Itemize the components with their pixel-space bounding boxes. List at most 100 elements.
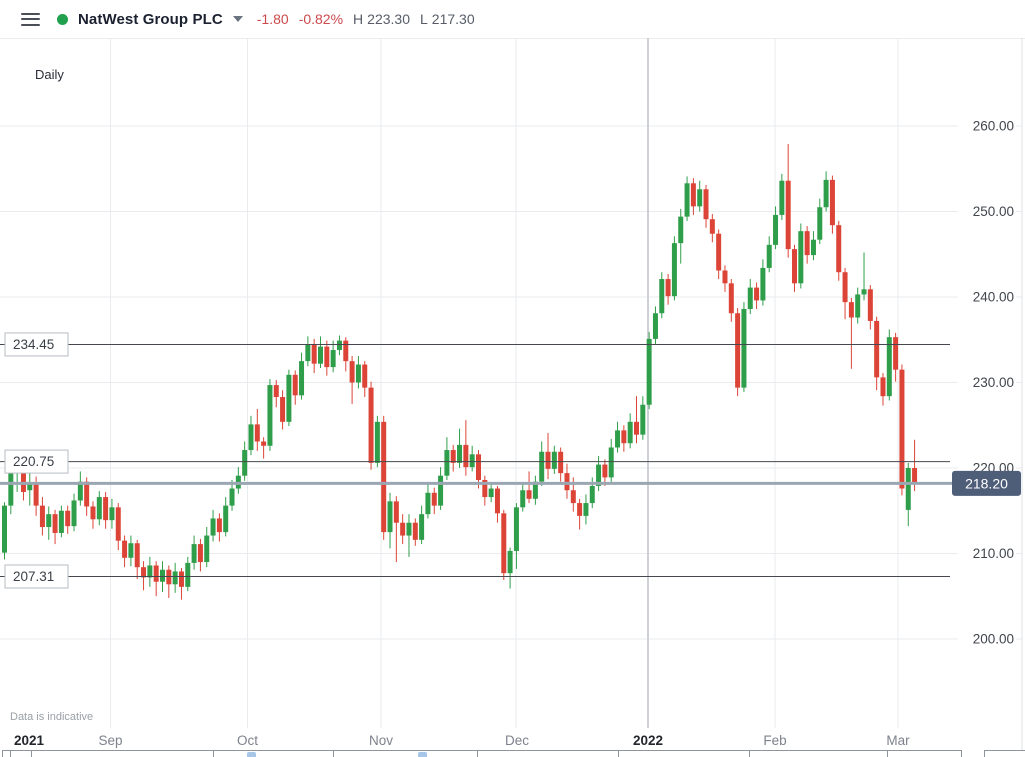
x-axis-label: Dec — [505, 733, 529, 748]
candle — [823, 179, 829, 208]
navigator-divider — [31, 750, 32, 757]
y-label-bg — [958, 288, 1016, 306]
candle — [709, 219, 715, 234]
candle — [760, 267, 766, 301]
candle — [412, 522, 418, 540]
candle — [836, 225, 842, 273]
candle — [185, 562, 191, 587]
candle — [58, 510, 64, 533]
candle — [690, 183, 696, 207]
price-change: -1.80 — [256, 11, 289, 27]
candle — [311, 344, 317, 364]
navigator-end-box[interactable] — [984, 750, 1025, 757]
candle — [273, 385, 279, 398]
candle — [728, 283, 734, 314]
candle — [779, 180, 785, 215]
chart-area: 234.45 220.75 207.31 260.00 250.00 240.00 230.… — [0, 38, 1025, 757]
candle — [46, 514, 52, 527]
candle — [450, 450, 456, 463]
x-axis-label: Feb — [763, 733, 786, 748]
candle — [400, 522, 406, 536]
candle — [71, 500, 77, 527]
candle — [216, 518, 222, 533]
candle — [564, 473, 570, 491]
candle — [431, 492, 437, 506]
candle — [798, 231, 804, 284]
candle — [905, 468, 911, 510]
candle — [627, 421, 633, 444]
y-axis-label: 250.00 — [973, 204, 1014, 219]
candle — [659, 279, 665, 314]
y-axis-label: 200.00 — [973, 632, 1014, 647]
candle — [735, 313, 741, 388]
x-axis-label: 2022 — [633, 733, 663, 748]
candle — [343, 340, 349, 362]
candle — [261, 441, 267, 446]
candle — [419, 514, 425, 540]
candle — [77, 481, 83, 501]
y-axis-label: 210.00 — [973, 546, 1014, 561]
menu-icon[interactable] — [21, 12, 40, 26]
candle — [602, 464, 608, 478]
candle — [539, 451, 545, 482]
candle — [305, 344, 311, 362]
candle — [671, 243, 677, 297]
price-level-handle[interactable] — [4, 449, 69, 474]
price-level-handle[interactable] — [4, 332, 69, 357]
candle — [722, 270, 728, 284]
navigator-divider — [618, 750, 619, 757]
current-price-label: 218.20 — [965, 475, 1008, 491]
candle — [229, 488, 235, 506]
candle — [463, 444, 469, 468]
candle — [393, 501, 399, 523]
y-label-bg — [958, 117, 1016, 135]
candle — [115, 507, 121, 541]
navigator-bar[interactable] — [2, 750, 962, 757]
candle — [457, 444, 463, 463]
candle — [754, 287, 760, 301]
instrument-title[interactable]: NatWest Group PLC — [78, 10, 223, 28]
x-axis-label: 2021 — [14, 733, 45, 748]
candle — [697, 189, 703, 207]
candle — [374, 421, 380, 463]
navigator-divider — [10, 750, 11, 757]
candle — [122, 540, 128, 558]
price-chart-canvas[interactable]: 234.45 220.75 207.31 260.00 250.00 240.00 230.… — [0, 38, 1025, 757]
candle — [267, 385, 273, 446]
candle — [90, 506, 96, 520]
price-level-handle[interactable] — [4, 564, 69, 589]
candle — [621, 430, 627, 444]
navigator-mark — [418, 752, 427, 757]
candle — [387, 501, 393, 533]
candle — [526, 490, 532, 499]
candle — [817, 207, 823, 240]
disclaimer-text: Data is indicative — [10, 711, 94, 723]
candle — [507, 550, 513, 574]
candle — [880, 377, 886, 397]
candle — [867, 289, 873, 321]
x-axis-label: Nov — [369, 733, 393, 748]
candle — [773, 214, 779, 245]
candle — [292, 374, 298, 396]
time-navigator[interactable] — [0, 749, 1025, 757]
timeframe-label[interactable]: Daily — [35, 67, 64, 82]
price-level-label: 207.31 — [13, 569, 54, 584]
x-axis-label: Mar — [886, 733, 910, 748]
candle — [646, 338, 652, 405]
candle — [204, 535, 210, 563]
candle — [665, 279, 671, 297]
candle — [27, 482, 33, 491]
candle — [596, 464, 602, 486]
candle — [39, 505, 45, 527]
candle — [318, 346, 323, 364]
candle — [210, 518, 216, 536]
high-label: H — [353, 11, 364, 27]
chevron-down-icon[interactable] — [232, 16, 243, 22]
candle — [469, 454, 475, 468]
candle — [20, 469, 26, 492]
candle — [785, 180, 791, 250]
candle — [65, 510, 71, 527]
candle — [577, 503, 583, 516]
candle — [166, 569, 172, 585]
candle — [52, 514, 58, 533]
